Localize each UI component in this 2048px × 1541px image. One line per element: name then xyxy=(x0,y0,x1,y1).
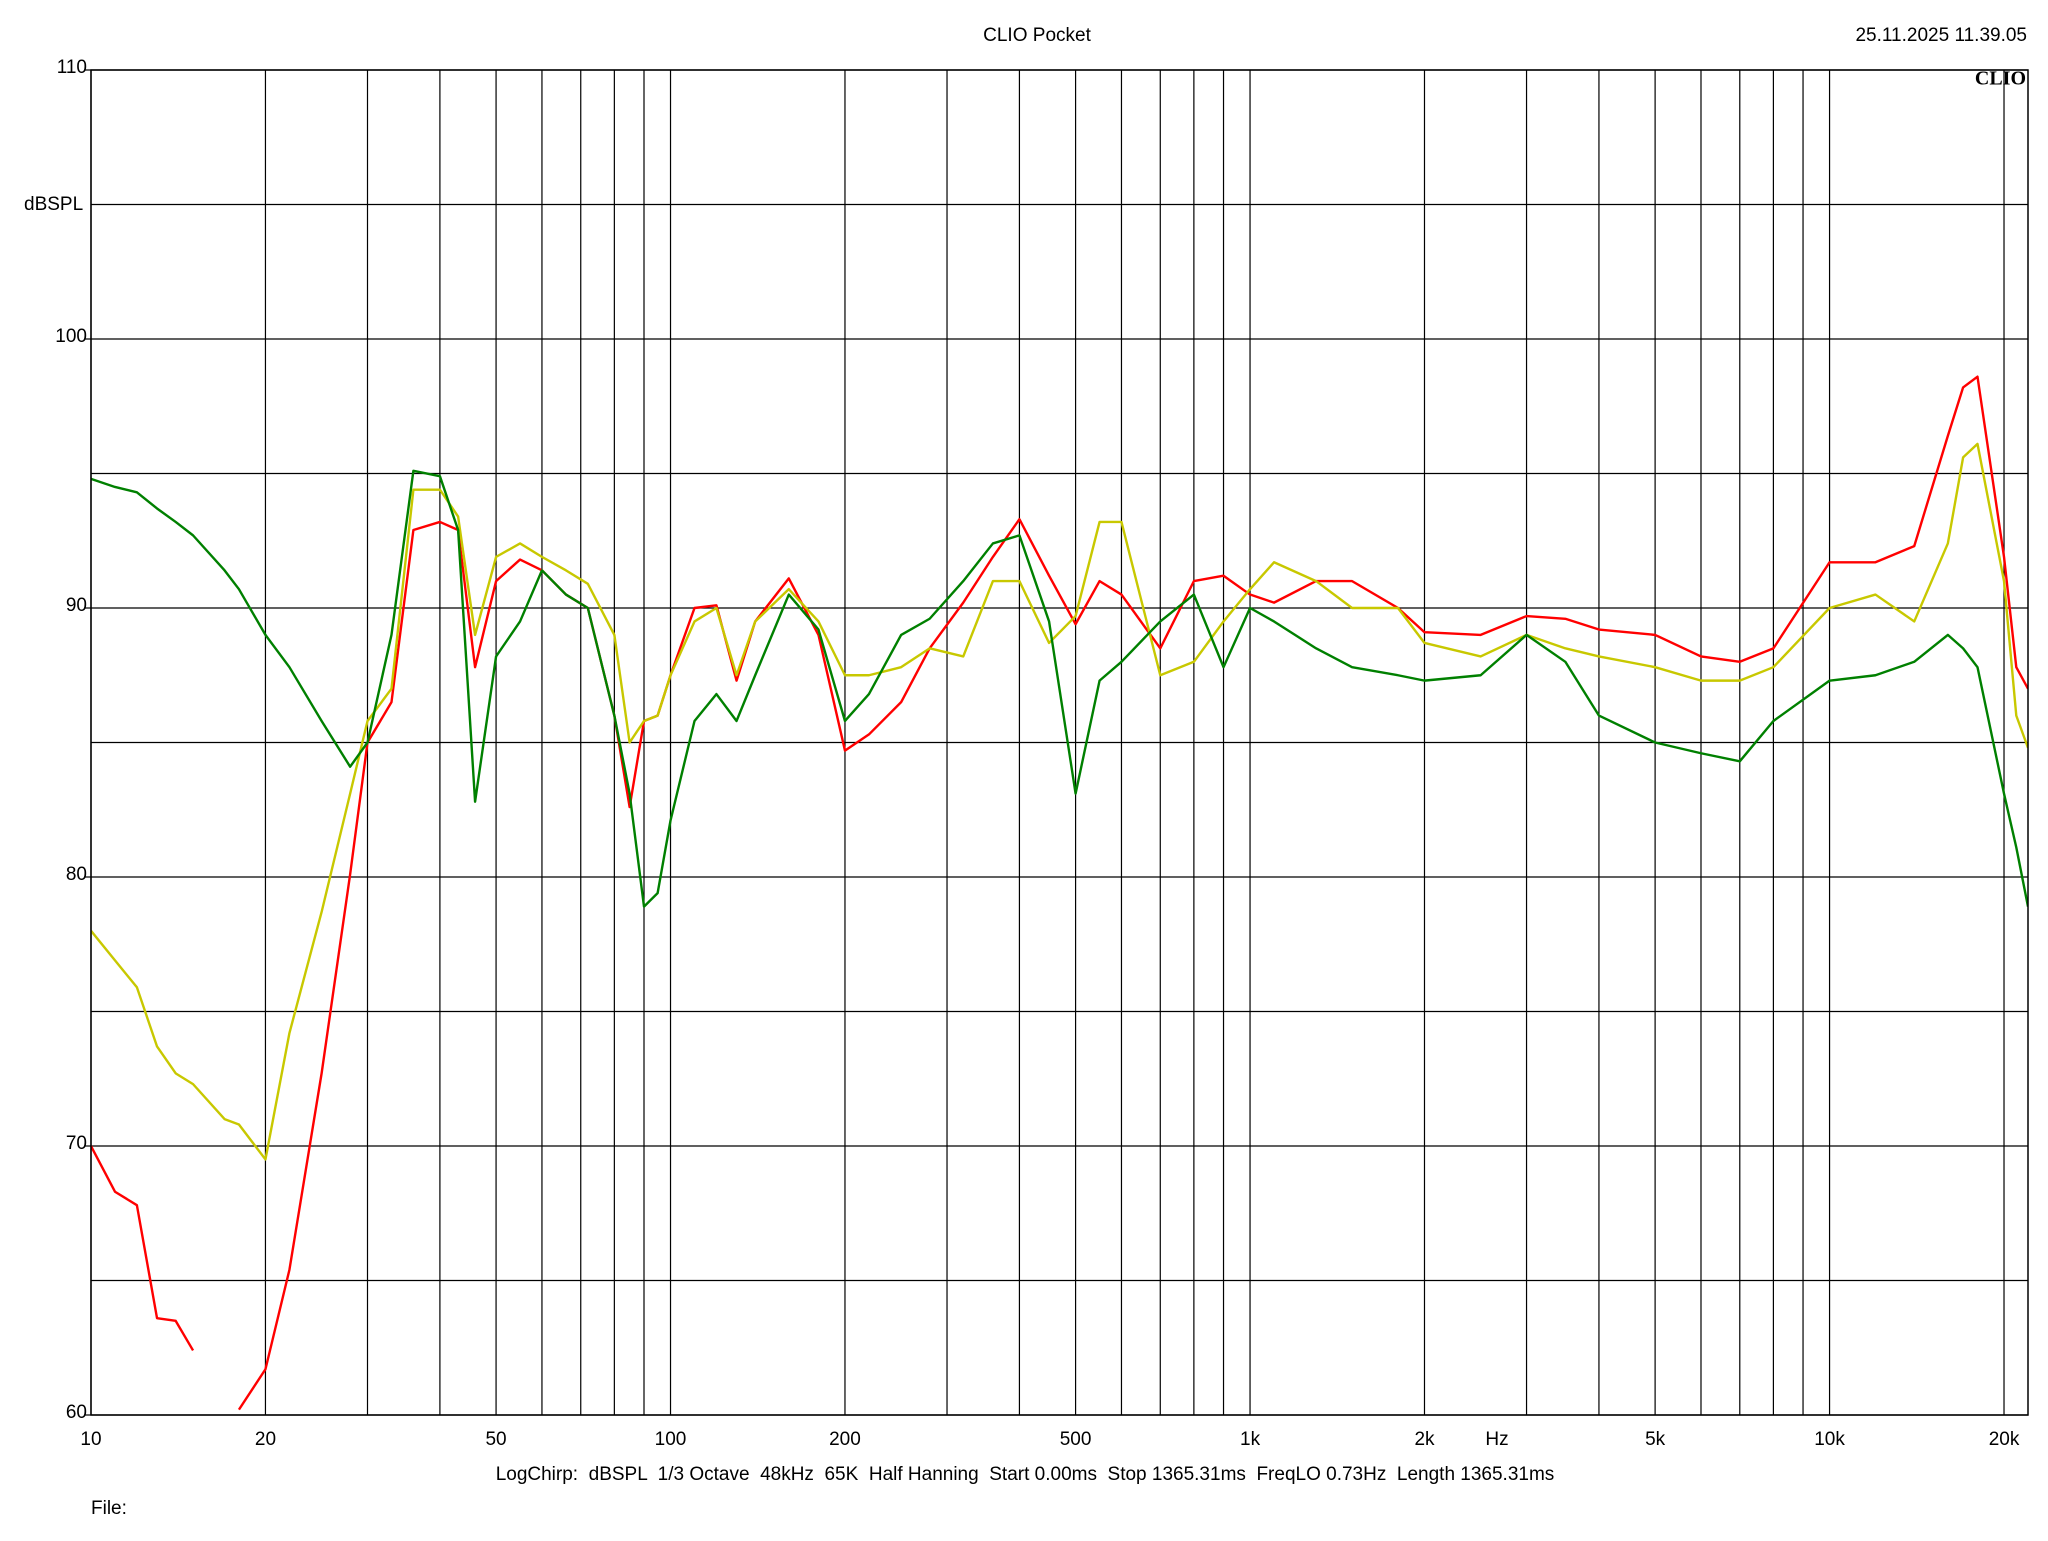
y-tick-label: 110 xyxy=(57,57,87,78)
file-label: File: xyxy=(91,1498,127,1519)
x-tick-label: 5k xyxy=(1645,1429,1666,1450)
x-axis-label: Hz xyxy=(1485,1429,1508,1450)
y-tick-label: 90 xyxy=(66,595,87,616)
series-line xyxy=(91,442,2028,1161)
x-tick-label: 2k xyxy=(1414,1429,1435,1450)
y-tick-label: 100 xyxy=(55,326,87,347)
x-tick-label: 50 xyxy=(485,1429,506,1450)
x-tick-label: 20 xyxy=(255,1429,276,1450)
y-axis-label: dBSPL xyxy=(24,194,83,215)
x-tick-label: 100 xyxy=(655,1429,687,1450)
chart-title: CLIO Pocket xyxy=(983,25,1091,46)
footer: LogChirp: dBSPL 1/3 Octave 48kHz 65K Hal… xyxy=(496,1464,1555,1485)
timestamp: 25.11.2025 11.39.05 xyxy=(1855,25,2027,46)
x-tick-label: 20k xyxy=(1989,1429,2020,1450)
y-tick-label: 80 xyxy=(66,864,87,885)
x-tick-label: 10 xyxy=(80,1429,101,1450)
series-line xyxy=(91,375,2028,1411)
logo: CLIO xyxy=(1975,68,2026,90)
lines xyxy=(91,375,2028,1411)
plot-frame xyxy=(90,69,2029,1416)
x-tick-label: 1k xyxy=(1240,1429,1261,1450)
x-tick-label: 200 xyxy=(829,1429,861,1450)
x-tick-label: 10k xyxy=(1814,1429,1845,1450)
y-tick-label: 70 xyxy=(66,1133,87,1154)
y-tick-label: 60 xyxy=(66,1402,87,1423)
series-line xyxy=(91,469,2028,908)
x-tick-label: 500 xyxy=(1060,1429,1092,1450)
